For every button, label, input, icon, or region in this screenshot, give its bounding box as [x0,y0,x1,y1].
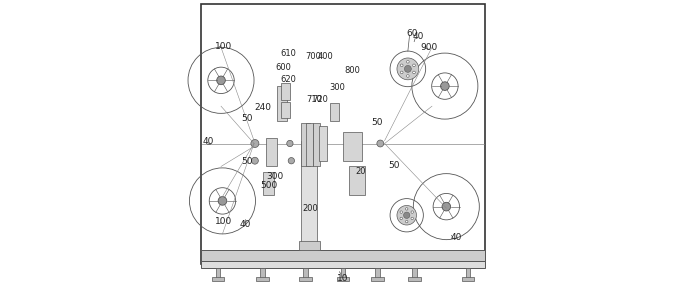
Text: 400: 400 [318,52,334,61]
Text: 50: 50 [388,161,400,170]
Bar [261,268,265,278]
Text: 610: 610 [281,49,296,58]
Bar [301,141,317,250]
Circle shape [405,220,408,223]
Circle shape [218,197,227,205]
Circle shape [401,64,403,67]
Circle shape [397,205,416,225]
Bar [299,277,312,281]
Bar [462,277,474,281]
Text: 240: 240 [254,104,271,113]
Bar [281,102,290,118]
Circle shape [405,208,408,210]
Bar [313,123,320,166]
Bar [265,138,277,166]
Text: 40: 40 [451,233,462,242]
Circle shape [288,158,294,164]
Bar [348,166,364,195]
Bar [257,277,269,281]
Bar [341,268,345,278]
Text: 200: 200 [302,204,318,213]
Bar [301,123,310,166]
Circle shape [442,202,451,211]
Bar [277,86,287,121]
Circle shape [397,58,418,80]
Circle shape [401,71,403,74]
Bar [408,277,421,281]
Circle shape [411,211,414,213]
Circle shape [403,212,410,218]
Text: 40: 40 [239,220,251,229]
Circle shape [413,71,415,74]
Bar [281,83,290,100]
Text: 100: 100 [215,42,233,51]
Bar [330,103,339,121]
Circle shape [287,140,293,147]
Bar [306,123,314,166]
Text: 100: 100 [215,217,233,226]
Text: 300: 300 [329,84,345,92]
Circle shape [405,65,412,72]
Text: 800: 800 [344,66,360,75]
Text: 50: 50 [371,118,383,127]
Bar [303,268,308,278]
Text: 50: 50 [241,114,252,123]
Circle shape [407,75,409,77]
Text: 40: 40 [412,32,424,41]
Circle shape [413,64,415,67]
Text: 600: 600 [275,63,291,72]
Circle shape [440,82,449,90]
Text: 10: 10 [338,274,348,284]
Bar [212,277,224,281]
Circle shape [251,139,259,148]
Text: 50: 50 [241,157,252,166]
Bar [466,268,470,278]
Circle shape [407,61,409,63]
Text: 20: 20 [355,167,366,176]
Text: 40: 40 [203,137,214,146]
Circle shape [400,211,403,213]
Bar [371,277,383,281]
Text: 60: 60 [407,29,418,38]
Text: 710: 710 [306,95,322,104]
Bar [337,277,349,281]
Bar [216,268,220,278]
Bar [318,126,327,161]
Text: 500: 500 [261,181,278,190]
Text: 720: 720 [312,95,328,104]
Circle shape [217,76,225,85]
Text: 620: 620 [281,75,296,84]
Text: 300: 300 [266,172,283,181]
Bar [201,250,485,261]
Bar [298,241,320,250]
Circle shape [400,217,403,220]
Bar [201,261,485,268]
Text: 700: 700 [305,52,321,61]
Bar [375,268,380,278]
Circle shape [377,140,383,147]
Bar [343,132,362,161]
Bar [263,172,274,195]
Text: 900: 900 [420,43,437,52]
Circle shape [411,217,414,220]
Bar [412,268,417,278]
Circle shape [252,157,259,164]
